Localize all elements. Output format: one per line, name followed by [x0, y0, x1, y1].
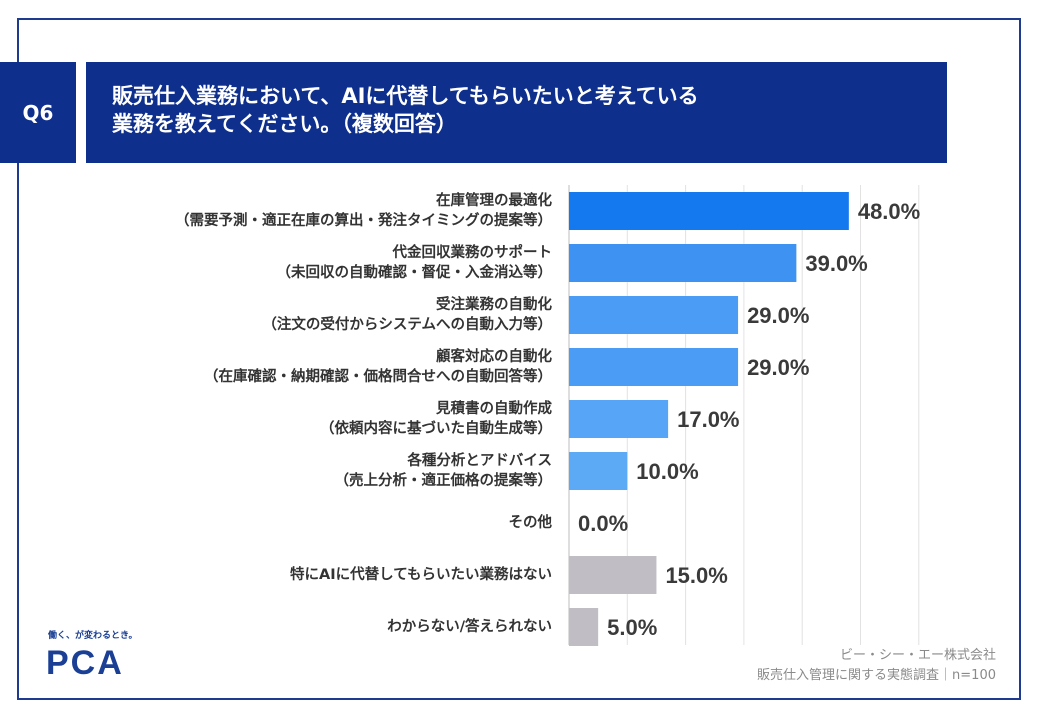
value-label: 10.0%: [636, 459, 698, 484]
category-label-line: （売上分析・適正価格の提案等）: [334, 473, 553, 489]
source-company: ビー・シー・エー株式会社: [839, 648, 996, 663]
bar: [569, 400, 669, 438]
category-label: 特にAIに代替してもらいたい業務はない: [32, 565, 552, 585]
category-label-line: （在庫確認・納期確認・価格問合せへの自動回答等）: [204, 369, 552, 385]
question-title-line2: 業務を教えてください。（複数回答）: [112, 112, 457, 136]
category-label-line: 顧客対応の自動化: [436, 349, 552, 365]
slide-frame: [17, 18, 1021, 700]
pca-logo: PCA: [46, 644, 124, 682]
category-label-line: その他: [508, 515, 553, 531]
bar: [569, 192, 849, 230]
category-label-line: 受注業務の自動化: [436, 297, 552, 313]
category-label-line: わからない/答えられない: [387, 619, 552, 635]
question-title-line1: 販売仕入業務において、AIに代替してもらいたいと考えている: [112, 84, 699, 108]
bar: [569, 608, 599, 646]
value-label: 29.0%: [747, 303, 809, 328]
category-label: 代金回収業務のサポート （未回収の自動確認・督促・入金消込等）: [32, 243, 553, 283]
category-label-line: 代金回収業務のサポート: [392, 245, 553, 261]
value-label: 39.0%: [805, 251, 867, 276]
value-label: 15.0%: [665, 563, 727, 588]
value-label: 0.0%: [578, 511, 628, 536]
category-label: 各種分析とアドバイス （売上分析・適正価格の提案等）: [32, 451, 553, 491]
bar: [569, 452, 628, 490]
value-label: 29.0%: [747, 355, 809, 380]
question-badge: Q6: [0, 62, 76, 163]
bar: [569, 348, 739, 386]
category-label: 顧客対応の自動化 （在庫確認・納期確認・価格問合せへの自動回答等）: [32, 347, 552, 387]
bar: [569, 296, 739, 334]
category-label: 見積書の自動作成 （依頼内容に基づいた自動生成等）: [32, 399, 552, 439]
category-label-line: 見積書の自動作成: [436, 401, 552, 417]
bar: [569, 556, 657, 594]
svg-text:PCA: PCA: [46, 644, 124, 682]
logo-tagline: 働く、が変わるとき。: [48, 631, 138, 641]
category-label-line: （注文の受付からシステムへの自動入力等）: [262, 317, 552, 333]
category-label-line: 在庫管理の最適化: [436, 193, 552, 209]
source-survey: 販売仕入管理に関する実態調査｜n=100: [757, 668, 996, 683]
value-label: 17.0%: [677, 407, 739, 432]
category-label: 在庫管理の最適化 （需要予測・適正在庫の算出・発注タイミングの提案等）: [32, 191, 552, 231]
bar: [569, 244, 797, 282]
category-label-line: （需要予測・適正在庫の算出・発注タイミングの提案等）: [175, 213, 552, 229]
source-note: ビー・シー・エー株式会社 販売仕入管理に関する実態調査｜n=100: [757, 646, 996, 686]
category-label-line: 各種分析とアドバイス: [407, 453, 552, 469]
value-label: 5.0%: [607, 615, 657, 640]
category-label-line: （依頼内容に基づいた自動生成等）: [320, 421, 552, 437]
category-label: わからない/答えられない: [32, 617, 552, 637]
category-label: 受注業務の自動化 （注文の受付からシステムへの自動入力等）: [32, 295, 552, 335]
category-label-line: 特にAIに代替してもらいたい業務はない: [290, 567, 552, 583]
question-title: 販売仕入業務において、AIに代替してもらいたいと考えている 業務を教えてください…: [86, 62, 947, 163]
value-label: 48.0%: [858, 199, 920, 224]
category-label: その他: [32, 513, 553, 533]
category-label-line: （未回収の自動確認・督促・入金消込等）: [276, 265, 553, 281]
